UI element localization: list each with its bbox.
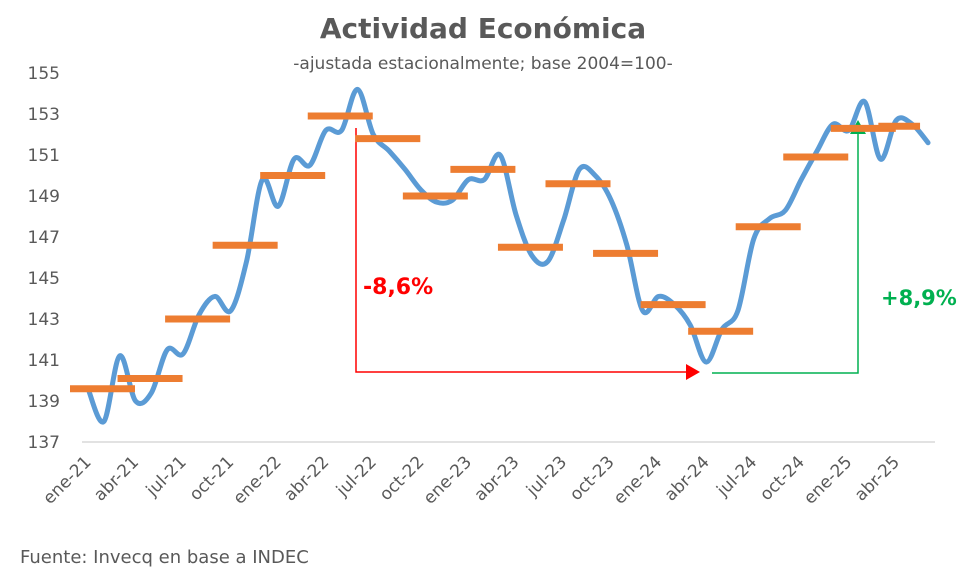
decline-bracket [355, 128, 688, 373]
x-tick-label: abr-23 [471, 452, 524, 505]
y-tick-label: 155 [28, 64, 60, 84]
y-tick-label: 141 [28, 351, 60, 371]
y-tick-label: 149 [28, 187, 60, 207]
x-tick-label: ene-25 [800, 452, 856, 508]
x-tick-label: abr-21 [90, 452, 143, 505]
x-tick-label: jul-21 [142, 452, 191, 501]
y-tick-label: 151 [28, 146, 60, 166]
x-tick-label: ene-21 [39, 452, 95, 508]
y-tick-label: 147 [28, 228, 60, 248]
x-tick-label: ene-22 [230, 452, 286, 508]
x-tick-label: oct-21 [186, 452, 238, 504]
x-tick-label: oct-23 [566, 452, 618, 504]
x-tick-label: jul-23 [522, 452, 571, 501]
arrow-right-icon [686, 364, 700, 380]
x-tick-label: abr-24 [661, 452, 714, 505]
y-tick-label: 139 [28, 392, 60, 412]
x-tick-label: abr-25 [851, 452, 904, 505]
x-tick-label: ene-24 [610, 452, 666, 508]
x-tick-label: oct-22 [376, 452, 428, 504]
chart-subtitle: -ajustada estacionalmente; base 2004=100… [293, 54, 672, 74]
rise-label: +8,9% [881, 286, 957, 310]
x-tick-label: jul-24 [712, 452, 761, 501]
y-tick-label: 137 [28, 433, 60, 453]
rise-bracket [712, 132, 859, 374]
y-tick-label: 153 [28, 105, 60, 125]
source-note: Fuente: Invecq en base a INDEC [20, 547, 309, 568]
monthly-series-line [85, 86, 931, 425]
chart-title: Actividad Económica [320, 12, 646, 45]
x-tick-label: ene-23 [420, 452, 476, 508]
y-tick-label: 143 [28, 310, 60, 330]
x-tick-label: jul-22 [332, 452, 381, 501]
decline-label: -8,6% [363, 275, 433, 300]
x-tick-label: abr-22 [280, 452, 333, 505]
y-tick-label: 145 [28, 269, 60, 289]
x-tick-label: oct-24 [756, 452, 808, 504]
